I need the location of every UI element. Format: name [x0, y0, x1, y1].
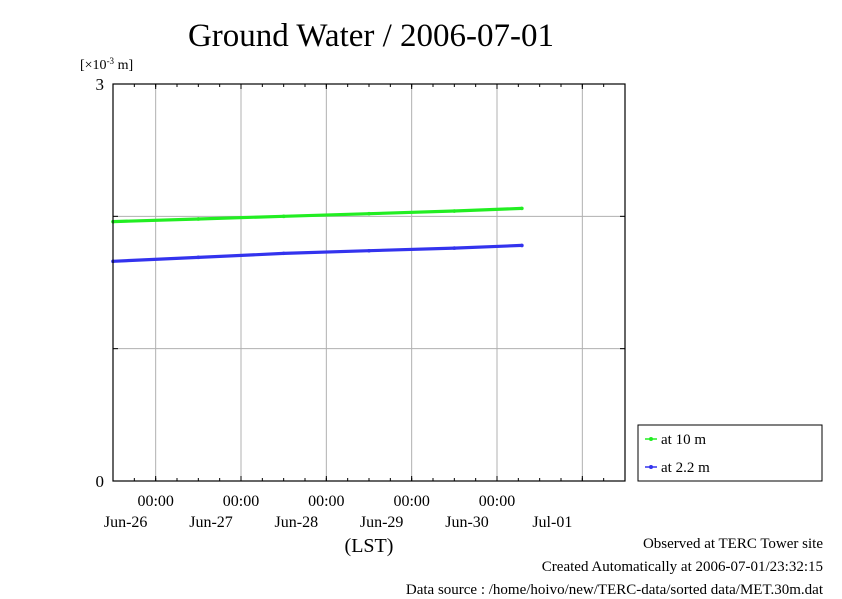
x-tick-day-label: Jul-01	[532, 514, 572, 531]
x-tick-day-label: Jun-26	[104, 514, 148, 531]
footer-observed-note: Observed at TERC Tower site	[642, 536, 823, 552]
y-axis-unit-label: [×10-3 m]	[80, 56, 133, 73]
series-point-1	[520, 243, 524, 248]
y-tick-label: 0	[96, 472, 105, 491]
footer-source-note: Data source : /home/hoivo/new/TERC-data/…	[405, 582, 823, 598]
legend-marker-1	[649, 465, 653, 469]
legend-label-1: at 2.2 m	[661, 460, 710, 476]
series-point-0	[367, 211, 371, 216]
footer-created-note: Created Automatically at 2006-07-01/23:3…	[541, 559, 823, 575]
series-point-1	[281, 251, 286, 256]
plot-frame	[112, 83, 626, 482]
chart-title: Ground Water / 2006-07-01	[188, 18, 554, 54]
series-line-0	[112, 206, 522, 224]
series-point-0	[520, 206, 524, 211]
legend-label-0: at 10 m	[661, 432, 706, 448]
x-tick-day-label: Jun-30	[445, 514, 489, 531]
series-line-1	[112, 243, 522, 263]
series-point-0	[196, 217, 201, 221]
x-tick-time-label: 00:00	[137, 493, 173, 510]
x-tick-time-label: 00:00	[479, 493, 515, 510]
y-axis-unit-suffix: m]	[114, 58, 133, 73]
series-point-1	[196, 255, 201, 260]
axis-ticks	[112, 83, 626, 482]
series-point-1	[452, 246, 457, 250]
legend-box	[637, 424, 823, 482]
x-tick-time-label: 00:00	[393, 493, 429, 510]
series-point-0	[452, 209, 457, 213]
legend: at 10 m at 2.2 m	[645, 432, 710, 476]
series-layer	[111, 206, 524, 264]
grid-lines	[113, 84, 625, 481]
legend-marker-0	[649, 437, 653, 441]
x-tick-time-label: 00:00	[308, 493, 344, 510]
series-point-1	[367, 248, 371, 253]
series-point-0	[281, 214, 286, 219]
axis-labels: 0 3 00:00 Jun-26 00:00 Jun-27 00:00 Jun-28 00:00…	[96, 75, 573, 531]
x-tick-time-label: 00:00	[223, 493, 259, 510]
x-axis-label: (LST)	[345, 535, 394, 557]
y-axis-unit-exponent: -3	[107, 56, 115, 66]
y-axis-unit-prefix: [×10	[80, 58, 107, 73]
x-tick-day-label: Jun-27	[189, 514, 233, 531]
x-tick-day-label: Jun-28	[275, 514, 319, 531]
x-tick-day-label: Jun-29	[360, 514, 404, 531]
y-tick-label: 3	[96, 75, 105, 94]
